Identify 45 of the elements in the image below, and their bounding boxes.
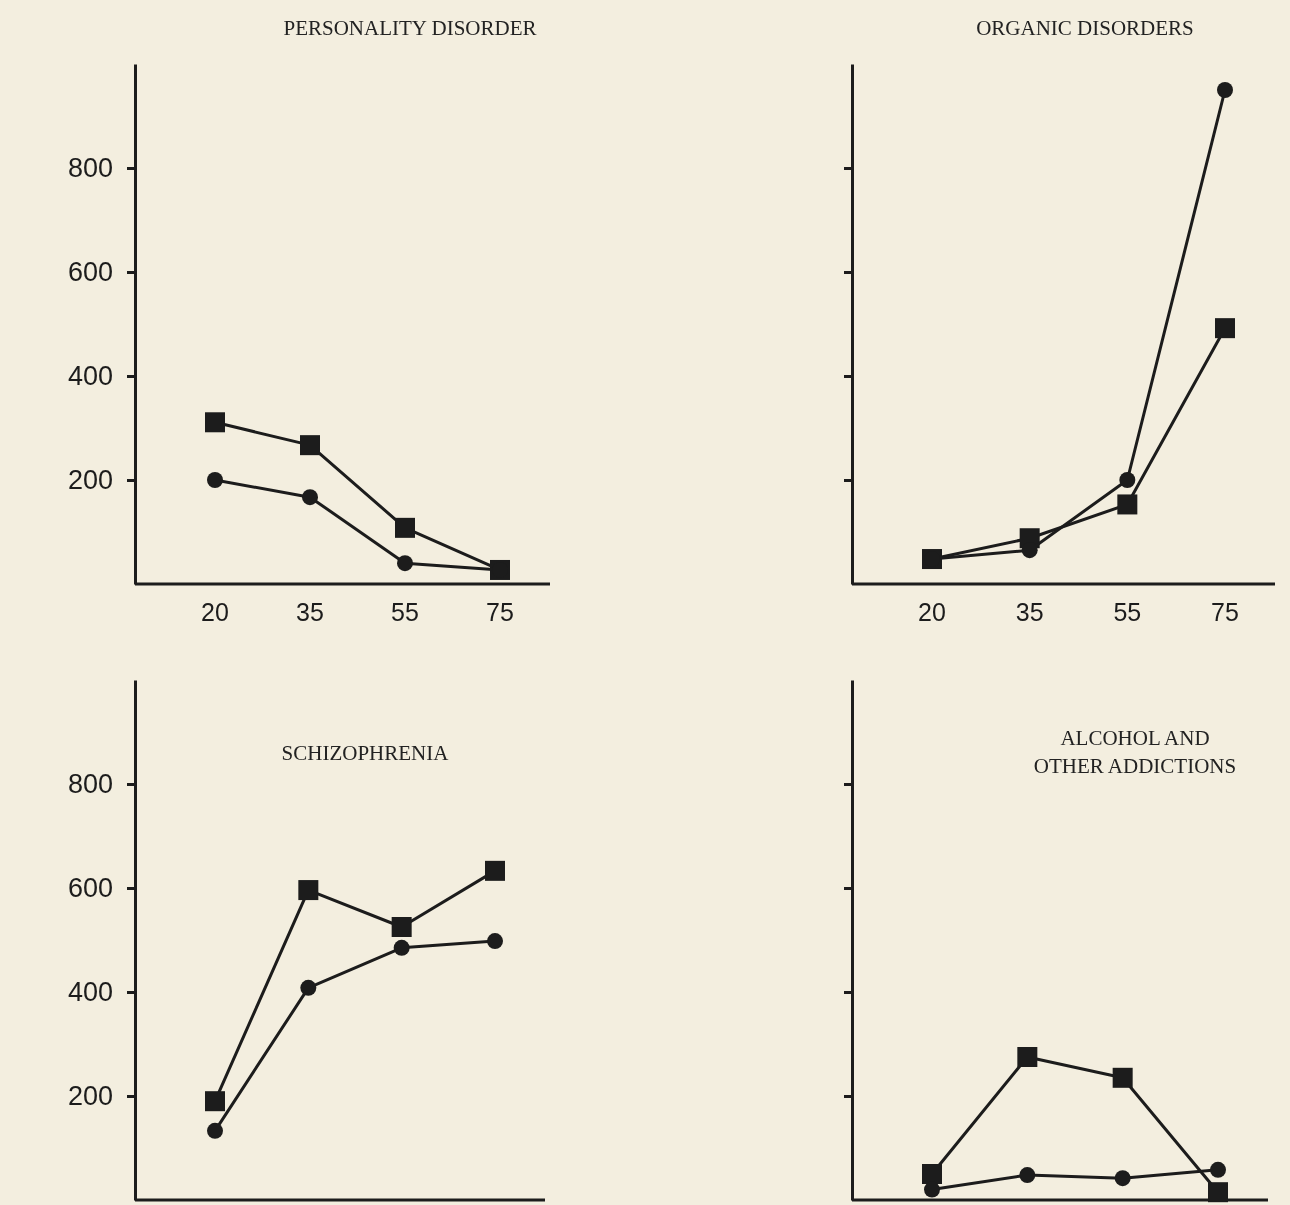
text: SCHIZOPHRENIA [281, 741, 450, 765]
point [207, 472, 223, 488]
y-tick-label: 600 [67, 257, 113, 288]
y-tick-label: 600 [67, 873, 113, 904]
chart-title: ORGANIC DISORDERS [976, 16, 1194, 40]
x-tick-label: 35 [1015, 597, 1044, 626]
point [1217, 82, 1233, 98]
y-tick-label: 800 [67, 769, 113, 800]
point [397, 555, 413, 572]
point [205, 412, 225, 433]
y-tick-label: 200 [67, 465, 113, 496]
point [393, 939, 410, 956]
point [1117, 494, 1138, 515]
point [205, 1091, 225, 1112]
chart-title: PERSONALITY DISORDER [283, 16, 537, 40]
y-tick-label: 400 [67, 977, 113, 1008]
x-tick-label: 55 [1113, 597, 1142, 626]
y-tick-label: 200 [67, 1081, 113, 1112]
point [1208, 1182, 1228, 1203]
x-tick-label: 20 [201, 597, 229, 626]
point [1019, 1167, 1036, 1184]
point [485, 860, 505, 881]
point [1112, 1067, 1133, 1088]
point [395, 517, 415, 538]
text: ALCOHOL AND OTHER ADDICTIONS [1033, 726, 1237, 778]
point [391, 917, 412, 937]
point [300, 435, 320, 456]
point [487, 933, 503, 950]
point [207, 1122, 223, 1139]
point [922, 1164, 942, 1184]
point [298, 880, 319, 901]
point [1215, 318, 1235, 339]
x-tick-label: 20 [918, 597, 946, 626]
point [302, 489, 318, 506]
point [1114, 1170, 1131, 1187]
x-tick-label: 75 [486, 597, 514, 626]
x-tick-label: 55 [391, 597, 419, 626]
x-tick-label: 75 [1211, 597, 1239, 626]
y-tick-label: 400 [67, 361, 113, 392]
y-tick-label: 800 [67, 153, 113, 184]
point [300, 979, 317, 996]
point [1119, 472, 1136, 488]
point [1210, 1161, 1226, 1178]
point [1017, 1047, 1038, 1067]
x-tick-label: 35 [296, 597, 324, 626]
